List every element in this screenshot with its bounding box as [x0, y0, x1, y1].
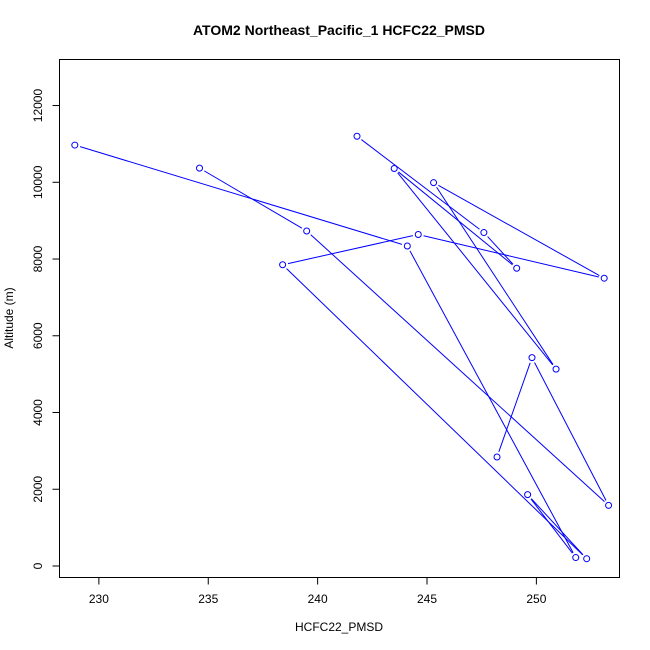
data-point [524, 491, 532, 499]
series-segment [530, 498, 584, 555]
x-axis: 230 235 240 245 250 [89, 577, 547, 606]
x-tick-label: 235 [198, 592, 218, 606]
data-point [600, 274, 608, 282]
data-point [605, 501, 613, 509]
y-tick-label: 0 [31, 562, 45, 569]
data-point [403, 242, 411, 250]
y-tick-label: 10000 [31, 165, 45, 199]
data-point [303, 227, 311, 235]
series-segment [286, 268, 584, 556]
series-segment [310, 234, 605, 503]
x-tick-label: 240 [308, 592, 328, 606]
series-segment [438, 184, 600, 276]
data-point [552, 365, 560, 373]
data-point [430, 179, 438, 187]
series-segment [487, 236, 514, 265]
y-tick-label: 8000 [31, 245, 45, 272]
series-segment [361, 139, 480, 230]
series-segment [287, 235, 413, 265]
y-tick-label: 6000 [31, 322, 45, 349]
x-tick-label: 245 [417, 592, 437, 606]
data-point [513, 264, 521, 272]
series-segment [409, 250, 574, 553]
series-segment [534, 362, 607, 501]
data-point [493, 453, 501, 461]
data-point [390, 164, 398, 172]
y-tick-label: 12000 [31, 89, 45, 123]
data-point [583, 555, 591, 563]
series-segment [398, 171, 513, 266]
data-point [414, 230, 422, 238]
y-axis-label: Altitude (m) [2, 287, 16, 348]
x-tick-label: 250 [526, 592, 546, 606]
series-segment [530, 498, 573, 554]
chart-title: ATOM2 Northeast_Pacific_1 HCFC22_PMSD [193, 22, 485, 38]
series-segment [397, 172, 553, 366]
data-point [196, 164, 203, 172]
series-segment [79, 146, 403, 245]
series-segment [423, 235, 599, 278]
x-axis-label: HCFC22_PMSD [295, 620, 383, 634]
series-segment [498, 362, 531, 452]
data-point [572, 554, 580, 562]
y-tick-label: 4000 [31, 399, 45, 426]
data-point [279, 261, 287, 269]
data-point [528, 354, 536, 362]
data-point [71, 141, 79, 149]
plot-area [59, 59, 620, 578]
y-axis: 0 2000 4000 6000 8000 10000 12000 [31, 89, 60, 569]
series-segment [203, 170, 303, 229]
series-segment [436, 186, 554, 365]
series-layer [71, 132, 613, 563]
x-tick-label: 230 [89, 592, 109, 606]
y-tick-label: 2000 [31, 476, 45, 503]
data-point [480, 229, 488, 237]
data-point [353, 132, 361, 140]
